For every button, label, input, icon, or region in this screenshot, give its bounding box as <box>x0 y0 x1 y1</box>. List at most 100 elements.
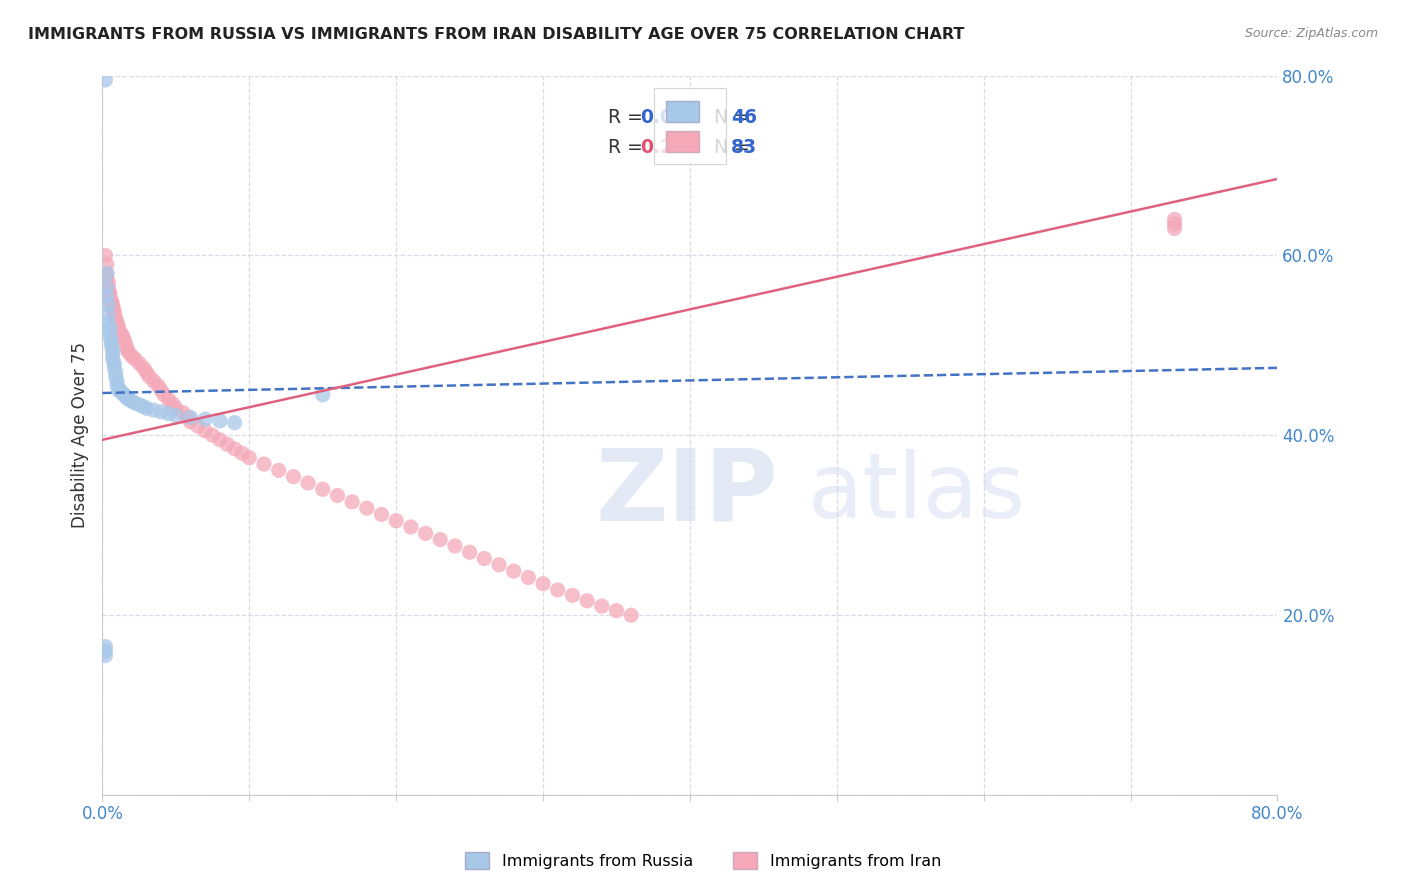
Point <box>135 365 157 379</box>
Point <box>153 388 176 402</box>
Point <box>429 533 451 547</box>
Point <box>115 338 138 352</box>
Point <box>105 316 128 330</box>
Point <box>101 302 124 317</box>
Point <box>103 360 125 375</box>
Point <box>104 313 127 327</box>
Point <box>385 514 408 528</box>
Point <box>162 397 184 411</box>
Point <box>312 482 335 496</box>
Point <box>118 392 141 407</box>
Point <box>94 648 117 663</box>
Point <box>591 599 613 614</box>
Point <box>283 469 305 483</box>
Point <box>356 501 378 516</box>
Point <box>340 495 363 509</box>
Text: IMMIGRANTS FROM RUSSIA VS IMMIGRANTS FROM IRAN DISABILITY AGE OVER 75 CORRELATIO: IMMIGRANTS FROM RUSSIA VS IMMIGRANTS FRO… <box>28 27 965 42</box>
Point <box>326 489 349 503</box>
Point <box>110 327 132 342</box>
Point <box>110 385 132 400</box>
Point <box>132 400 155 414</box>
Point <box>138 369 160 384</box>
Point <box>142 403 165 417</box>
Point <box>117 392 139 406</box>
Text: 0.021: 0.021 <box>641 108 699 127</box>
Point <box>117 343 139 357</box>
Point <box>415 526 437 541</box>
Point <box>172 406 194 420</box>
Point <box>103 304 125 318</box>
Point <box>176 410 198 425</box>
Point <box>97 285 120 299</box>
Point <box>217 437 239 451</box>
Point <box>100 334 122 348</box>
Point <box>150 384 173 398</box>
Y-axis label: Disability Age Over 75: Disability Age Over 75 <box>72 343 89 528</box>
Point <box>111 329 134 343</box>
Text: N =: N = <box>702 108 755 127</box>
Point <box>111 387 134 401</box>
Point <box>96 289 118 303</box>
Point <box>104 311 127 326</box>
Point <box>94 73 117 87</box>
Point <box>157 407 180 421</box>
Text: 83: 83 <box>731 138 758 157</box>
Point <box>98 329 121 343</box>
Point <box>107 384 129 398</box>
Point <box>399 520 422 534</box>
Point <box>108 325 131 339</box>
Point <box>312 388 335 402</box>
Point <box>194 424 217 438</box>
Point <box>100 338 122 352</box>
Point <box>517 570 540 584</box>
Point <box>224 442 246 456</box>
Point <box>114 388 136 402</box>
Point <box>531 576 554 591</box>
Point <box>98 292 121 306</box>
Point <box>94 644 117 658</box>
Point <box>224 416 246 430</box>
Point <box>124 396 146 410</box>
Point <box>94 276 117 290</box>
Point <box>231 446 253 460</box>
Point <box>114 334 136 348</box>
Point <box>107 320 129 334</box>
Legend: , : , <box>654 88 725 164</box>
Point <box>208 414 231 428</box>
Point <box>1163 221 1185 235</box>
Point <box>576 594 599 608</box>
Point <box>121 349 143 363</box>
Text: ZIP: ZIP <box>596 444 779 541</box>
Point <box>165 409 187 423</box>
Point <box>101 347 124 361</box>
Point <box>98 320 121 334</box>
Point <box>121 394 143 409</box>
Point <box>180 415 202 429</box>
Point <box>98 289 121 303</box>
Point <box>96 257 118 271</box>
Text: atlas: atlas <box>807 449 1025 537</box>
Point <box>96 266 118 280</box>
Point <box>1163 212 1185 227</box>
Point <box>97 307 120 321</box>
Point <box>620 608 643 623</box>
Point <box>94 248 117 262</box>
Point <box>238 450 260 465</box>
Point <box>201 428 224 442</box>
Point <box>98 325 121 339</box>
Text: R =: R = <box>607 108 648 127</box>
Point <box>458 545 481 559</box>
Text: Source: ZipAtlas.com: Source: ZipAtlas.com <box>1244 27 1378 40</box>
Point <box>101 298 124 312</box>
Point <box>101 351 124 366</box>
Point <box>104 365 127 379</box>
Point <box>180 410 202 425</box>
Point <box>105 379 128 393</box>
Point <box>370 508 392 522</box>
Point <box>253 457 276 471</box>
Point <box>108 384 131 398</box>
Point <box>103 356 125 370</box>
Point <box>96 266 118 280</box>
Point <box>96 271 118 285</box>
Point <box>502 564 524 578</box>
